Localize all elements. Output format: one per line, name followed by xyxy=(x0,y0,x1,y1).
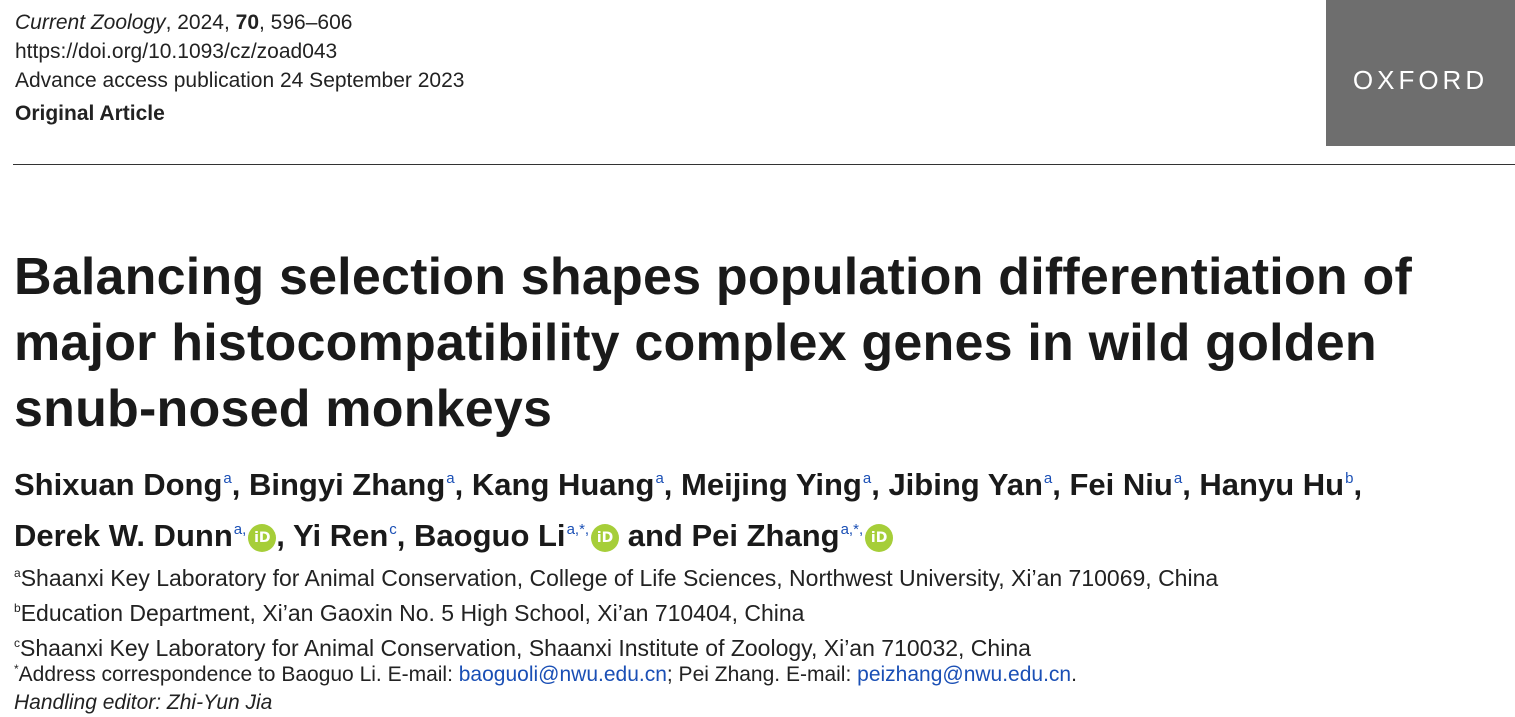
author-affil-sup[interactable]: a,*, xyxy=(840,521,864,538)
author-affil-sup[interactable]: a,*, xyxy=(566,521,590,538)
citation-line: Current Zoology, 2024, 70, 596–606 xyxy=(15,8,464,37)
affiliation-sup: a xyxy=(14,566,21,580)
citation-volume: 70 xyxy=(235,11,259,34)
author-name: Yi Ren xyxy=(292,518,389,553)
orcid-icon[interactable]: iD xyxy=(865,524,894,552)
header-divider xyxy=(13,164,1515,165)
orcid-icon[interactable]: iD xyxy=(248,524,277,552)
author-list: Shixuan Donga, Bingyi Zhanga, Kang Huang… xyxy=(14,467,1363,553)
author-name: Shixuan Dong xyxy=(14,467,223,502)
author-name: Hanyu Hu xyxy=(1199,467,1345,502)
citation-pages: , 596–606 xyxy=(259,11,353,34)
author-name: Derek W. Dunn xyxy=(14,518,233,553)
author-affil-sup[interactable]: a xyxy=(1173,470,1183,487)
author-affil-sup[interactable]: b xyxy=(1345,470,1354,487)
author-affil-sup[interactable]: a xyxy=(223,470,232,487)
affiliation-item: bEducation Department, Xi’an Gaoxin No. … xyxy=(14,593,1218,628)
orcid-icon[interactable]: iD xyxy=(591,524,620,552)
author-affil-sup[interactable]: a xyxy=(446,470,455,487)
oxford-logo: OXFORD xyxy=(1326,0,1515,146)
author-name: Kang Huang xyxy=(471,467,655,502)
correspondence-sup: * xyxy=(14,662,19,676)
doi-link[interactable]: https://doi.org/10.1093/cz/zoad043 xyxy=(15,40,338,63)
correspondence-block: *Address correspondence to Baoguo Li. E-… xyxy=(14,655,1077,717)
affiliation-item: cShaanxi Key Laboratory for Animal Conse… xyxy=(14,628,1218,663)
author-affil-sup[interactable]: a xyxy=(862,470,872,487)
article-title: Balancing selection shapes population di… xyxy=(14,248,1413,438)
author-name: Meijing Ying xyxy=(681,467,862,502)
correspondence-middle: ; Pei Zhang. E-mail: xyxy=(666,663,858,686)
journal-name: Current Zoology xyxy=(15,11,166,34)
author-affil-sup[interactable]: c xyxy=(389,521,397,538)
author-and: and xyxy=(627,518,683,553)
affiliations: aShaanxi Key Laboratory for Animal Conse… xyxy=(14,558,1218,663)
affiliation-sup: b xyxy=(14,601,21,615)
article-meta: Current Zoology, 2024, 70, 596–606 https… xyxy=(15,8,464,128)
author-name: Baoguo Li xyxy=(414,518,566,553)
affiliation-sup: c xyxy=(14,636,20,650)
handling-editor: Handling editor: Zhi-Yun Jia xyxy=(14,691,273,714)
author-name: Bingyi Zhang xyxy=(248,467,446,502)
article-type: Original Article xyxy=(15,102,165,125)
correspondence-line: *Address correspondence to Baoguo Li. E-… xyxy=(14,655,1077,689)
citation-year: , 2024, xyxy=(165,11,236,34)
oxford-logo-text: OXFORD xyxy=(1352,64,1489,95)
author-affil-sup[interactable]: a xyxy=(1043,470,1053,487)
email-link-zhang[interactable]: peizhang@nwu.edu.cn xyxy=(857,663,1072,686)
author-name: Fei Niu xyxy=(1069,467,1173,502)
affiliation-text: Shaanxi Key Laboratory for Animal Conser… xyxy=(20,635,1031,661)
author-name: Jibing Yan xyxy=(888,467,1043,502)
correspondence-prefix: Address correspondence to Baoguo Li. E-m… xyxy=(18,663,459,686)
email-link-li[interactable]: baoguoli@nwu.edu.cn xyxy=(458,663,667,686)
affiliation-text: Education Department, Xi’an Gaoxin No. 5… xyxy=(20,600,805,626)
affiliation-text: Shaanxi Key Laboratory for Animal Conser… xyxy=(20,565,1219,591)
affiliation-item: aShaanxi Key Laboratory for Animal Conse… xyxy=(14,558,1218,593)
author-affil-sup[interactable]: a, xyxy=(233,521,247,538)
correspondence-suffix: . xyxy=(1071,663,1077,686)
author-affil-sup[interactable]: a xyxy=(655,470,664,487)
author-name: Pei Zhang xyxy=(691,518,840,553)
advance-access-date: Advance access publication 24 September … xyxy=(15,69,465,92)
